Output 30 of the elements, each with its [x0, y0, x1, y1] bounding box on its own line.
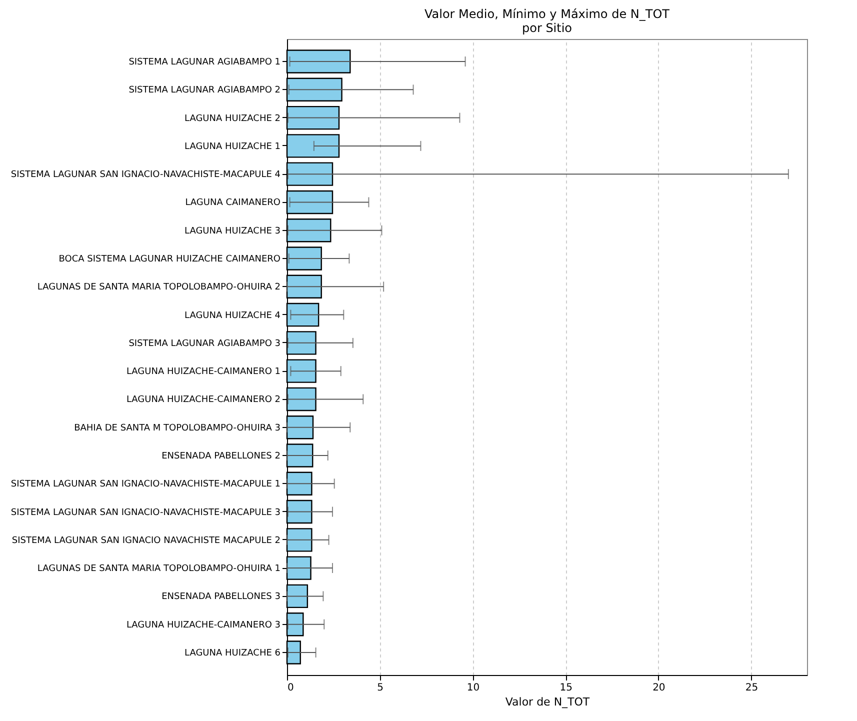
y-tick-label: LAGUNA HUIZACHE-CAIMANERO 3 [126, 620, 280, 630]
y-tick-label: ENSENADA PABELLONES 2 [162, 451, 280, 462]
y-tick-label: SISTEMA LAGUNAR AGIABAMPO 1 [128, 58, 280, 68]
y-tick-label: LAGUNAS DE SANTA MARIA TOPOLOBAMPO-OHUIRA 2 [37, 282, 280, 293]
x-tick-label: 10 [466, 682, 480, 694]
chart-title: Valor Medio, Mínimo y Máximo de N_TOT por Sitio [424, 7, 670, 35]
x-tick-label: 5 [377, 682, 384, 694]
x-axis-title: Valor de N_TOT [505, 696, 590, 708]
y-tick-label: LAGUNA HUIZACHE 2 [184, 114, 280, 124]
y-tick-label: BAHIA DE SANTA M TOPOLOBAMPO-OHUIRA 3 [74, 423, 280, 434]
y-tick-label: SISTEMA LAGUNAR SAN IGNACIO-NAVACHISTE-MACAPULE 3 [10, 508, 280, 518]
y-tick-label: LAGUNAS DE SANTA MARIA TOPOLOBAMPO-OHUIRA 1 [37, 564, 280, 574]
x-tick-label: 20 [652, 682, 666, 694]
y-tick-label: SISTEMA LAGUNAR SAN IGNACIO-NAVACHISTE-MACAPULE 1 [10, 480, 280, 490]
y-tick-label: LAGUNA HUIZACHE 4 [184, 310, 281, 321]
y-tick-label: SISTEMA LAGUNAR AGIABAMPO 3 [128, 338, 280, 349]
y-tick-label: BOCA SISTEMA LAGUNAR HUIZACHE CAIMANERO [58, 254, 280, 265]
x-tick-label: 0 [288, 682, 294, 694]
y-tick-label: SISTEMA LAGUNAR SAN IGNACIO-NAVACHISTE-MACAPULE 4 [10, 170, 281, 180]
y-tick-label: LAGUNA CAIMANERO [185, 198, 280, 208]
y-tick-label: ENSENADA PABELLONES 3 [162, 592, 280, 602]
y-tick-label: LAGUNA HUIZACHE 6 [184, 648, 281, 658]
y-tick-label: LAGUNA HUIZACHE 1 [184, 142, 280, 152]
y-tick-label: LAGUNA HUIZACHE-CAIMANERO 2 [126, 395, 280, 406]
y-tick-label: LAGUNA HUIZACHE-CAIMANERO 1 [126, 367, 280, 378]
y-tick-label: SISTEMA LAGUNAR SAN IGNACIO NAVACHISTE MACAPULE 2 [12, 536, 280, 546]
y-tick-label: SISTEMA LAGUNAR AGIABAMPO 2 [128, 86, 280, 96]
x-tick-label: 25 [745, 682, 758, 694]
x-tick-label: 15 [560, 682, 572, 694]
y-tick-label: LAGUNA HUIZACHE 3 [184, 226, 280, 236]
